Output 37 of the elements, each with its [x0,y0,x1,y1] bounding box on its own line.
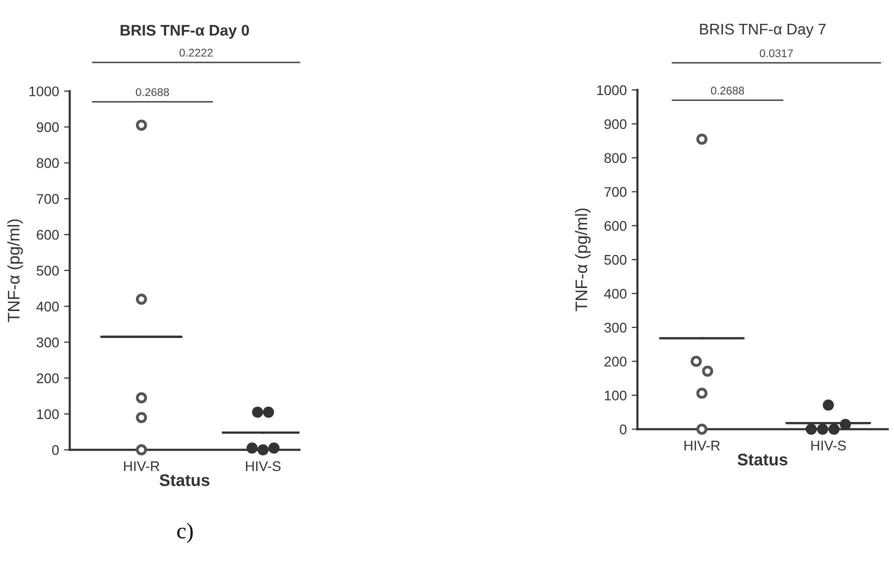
x-tick-label: HIV-R [684,440,720,450]
y-tick-label: 700 [36,194,59,204]
y-tick-label: 1000 [29,86,59,96]
y-tick-label: 0 [620,424,626,434]
y-tick-label: 600 [604,220,626,231]
y-tick-label: 200 [604,356,626,367]
annotation: 0.2688 [136,88,169,96]
y-tick-label: 500 [36,266,59,276]
y-tick-label: 400 [36,302,59,312]
y-tick-label: 900 [604,119,626,130]
x-axis-title: Status [160,474,210,486]
y-tick-label: 300 [36,338,59,348]
y-tick-label: 0 [52,445,59,455]
y-tick-label: 1000 [597,85,626,96]
y-tick-label: 500 [604,254,626,265]
y-tick-label: 800 [36,158,59,168]
y-tick-label: 100 [37,409,59,420]
y-tick-label: 700 [604,187,626,197]
text: c) [177,522,193,543]
y-tick-label: 400 [604,288,626,299]
y-axis-title: TNF-α (pg/ml) [7,219,23,322]
annotation: 0.2688 [710,86,744,95]
text: 0.0317 [760,49,793,58]
chart-title: BRIS TNF-α Day 0 [120,24,249,39]
x-axis-title: Status [738,454,788,466]
y-tick-label: 300 [604,322,626,333]
y-tick-label: 600 [36,230,59,240]
y-tick-label: 800 [604,153,626,163]
y-axis-title: TNF-α (pg/ml) [575,208,591,312]
x-tick-label: HIV-R [124,461,160,471]
text: 0.2222 [180,48,213,57]
y-tick-label: 200 [36,373,59,384]
chart-title: BRIS TNF-α Day 7 [700,24,826,38]
x-tick-label: HIV-S [811,440,846,450]
x-tick-label: HIV-S [246,461,281,472]
y-tick-label: 100 [604,390,626,400]
y-tick-label: 900 [36,122,59,132]
